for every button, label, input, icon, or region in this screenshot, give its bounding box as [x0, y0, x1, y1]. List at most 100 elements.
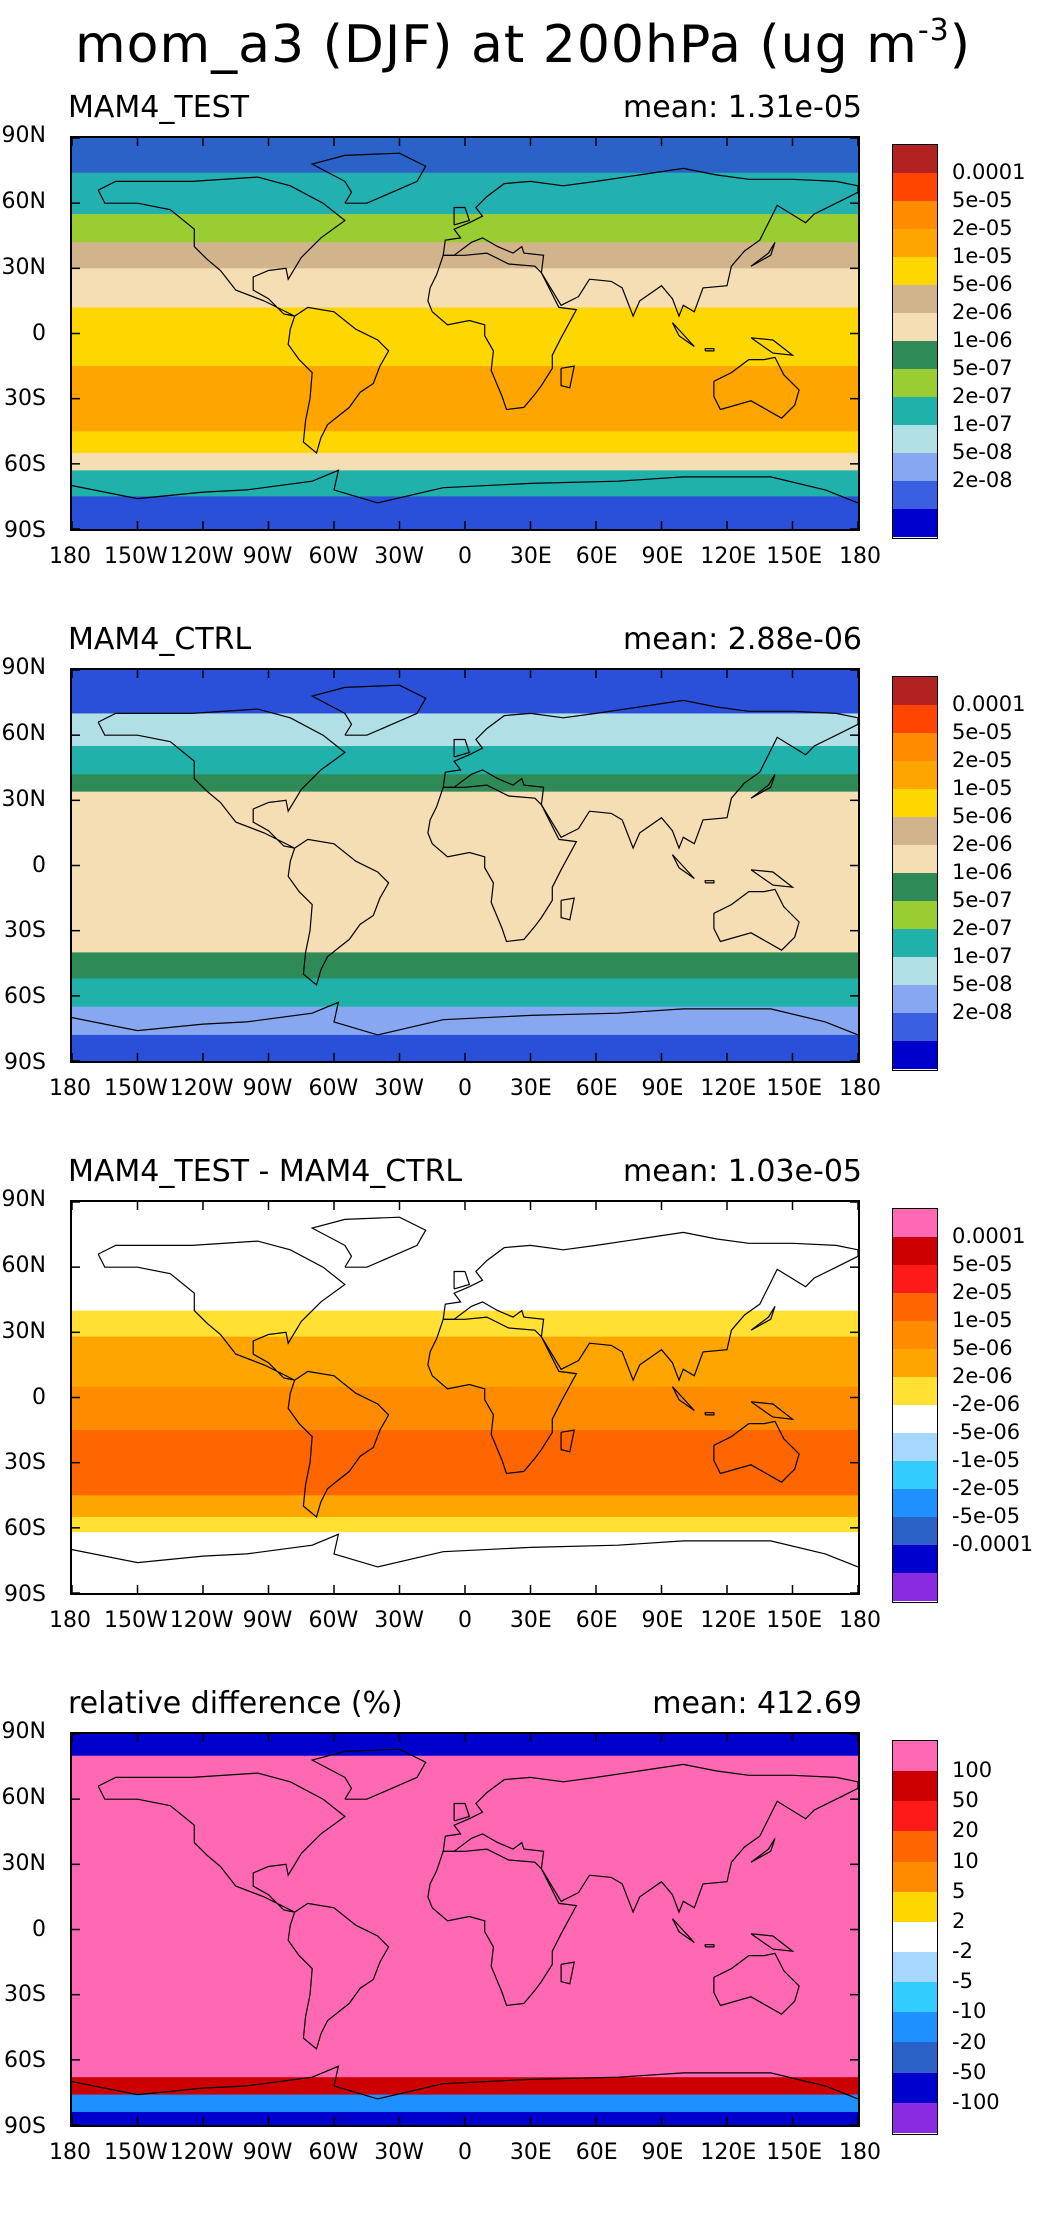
- lat-label: 90S: [4, 1050, 46, 1075]
- lat-label: 30N: [1, 1318, 46, 1344]
- lat-label: 90N: [1, 123, 46, 148]
- contour-band: [72, 774, 858, 793]
- coastline: [560, 897, 575, 921]
- lat-label: 90N: [1, 1719, 46, 1744]
- colorbar-label: 1e-05: [952, 1308, 1013, 1332]
- colorbar-label: 2e-05: [952, 748, 1013, 772]
- contour-band: [72, 452, 858, 471]
- colorbar-label: 0.0001: [952, 1224, 1026, 1248]
- colorbar-swatch: [893, 145, 937, 173]
- lat-label: 0: [32, 852, 46, 878]
- colorbar-label: 2e-06: [952, 1364, 1013, 1388]
- coastline: [704, 348, 715, 352]
- lon-label: 150E: [766, 1076, 823, 1101]
- colorbar-swatch: [893, 1921, 937, 1952]
- coastline: [427, 1316, 578, 1475]
- lon-label: 60W: [308, 544, 359, 569]
- colorbar-label: -5: [952, 1969, 973, 1994]
- coastline: [750, 241, 776, 267]
- lon-label: 150W: [103, 1608, 168, 1633]
- colorbar-label: 20: [952, 1818, 979, 1843]
- colorbar-swatch: [893, 201, 937, 229]
- colorbar-label: 1e-06: [952, 860, 1013, 884]
- map-plot: [70, 136, 860, 531]
- lon-label: 180: [839, 2140, 881, 2165]
- colorbar-swatch: [893, 1209, 937, 1237]
- lon-label: 120W: [169, 1608, 234, 1633]
- lon-label: 120E: [700, 544, 757, 569]
- contour-band: [72, 713, 858, 747]
- colorbar-label: 2e-06: [952, 300, 1013, 324]
- coastline: [72, 1533, 858, 1568]
- colorbar-label: -5e-05: [952, 1504, 1021, 1528]
- colorbar-label: 0.0001: [952, 692, 1026, 716]
- map-panel-difference: MAM4_TEST - MAM4_CTRL mean: 1.03e-05 90N…: [0, 1152, 1046, 1682]
- lon-label: 180: [49, 2140, 91, 2165]
- lat-label: 90S: [4, 2114, 46, 2139]
- coastline: [713, 356, 800, 419]
- colorbar-swatch: [893, 1461, 937, 1489]
- coastline: [704, 880, 715, 884]
- coastline: [310, 1748, 427, 1800]
- colorbar-label: 2e-07: [952, 916, 1013, 940]
- coastline: [442, 167, 858, 318]
- lon-label: 30E: [509, 1076, 552, 1101]
- colorbar-label: 1e-05: [952, 776, 1013, 800]
- colorbar-swatch: [893, 1377, 937, 1405]
- colorbar-swatch: [893, 1573, 937, 1601]
- lon-label: 90E: [641, 1608, 684, 1633]
- coastline: [72, 2065, 858, 2100]
- coastline: [750, 1305, 776, 1331]
- contour-band: [72, 268, 858, 308]
- contour-band: [72, 1770, 858, 2078]
- lat-label: 0: [32, 1916, 46, 1942]
- panel-title: MAM4_TEST: [68, 90, 250, 125]
- colorbar-label: -20: [952, 2029, 987, 2054]
- coastline: [671, 1386, 695, 1411]
- colorbar-swatch: [893, 1861, 937, 1892]
- coastline: [704, 1412, 715, 1416]
- contour-band: [72, 746, 858, 775]
- coastline: [287, 1902, 390, 2051]
- contour-band: [72, 307, 858, 367]
- lat-label: 60S: [4, 2048, 46, 2074]
- lon-label: 30W: [374, 2140, 425, 2165]
- lon-label: 30W: [374, 544, 425, 569]
- colorbar-label: -2e-06: [952, 1392, 1021, 1416]
- lon-label: 90W: [242, 544, 293, 569]
- lon-label: 60W: [308, 1076, 359, 1101]
- contour-band: [72, 214, 858, 243]
- contour-band: [72, 978, 858, 1008]
- colorbar-swatch: [893, 369, 937, 397]
- page-title: mom_a3 (DJF) at 200hPa (ug m-3): [0, 0, 1046, 76]
- coastline: [72, 469, 858, 504]
- colorbar-label: 5: [952, 1878, 966, 1903]
- title-superscript: -3: [917, 13, 950, 48]
- colorbar-label: 5e-07: [952, 356, 1013, 380]
- coastline: [310, 1216, 427, 1268]
- map-canvas: [72, 138, 858, 529]
- colorbar-swatch: [893, 705, 937, 733]
- contour-band: [72, 2077, 858, 2096]
- colorbar-label: 5e-06: [952, 272, 1013, 296]
- colorbar-swatch: [893, 425, 937, 453]
- colorbar-swatch: [893, 453, 937, 481]
- lon-label: 90W: [242, 1076, 293, 1101]
- coastline: [427, 252, 578, 411]
- lon-label: 120W: [169, 1076, 234, 1101]
- colorbar-label: -0.0001: [952, 1532, 1034, 1556]
- coastline: [671, 322, 695, 347]
- colorbar-label: 5e-05: [952, 720, 1013, 744]
- coastline: [310, 684, 427, 736]
- coastline: [713, 888, 800, 951]
- coastline: [453, 1802, 471, 1822]
- lon-label: 60E: [575, 1608, 618, 1633]
- map-canvas: [72, 670, 858, 1061]
- lon-label: 90W: [242, 1608, 293, 1633]
- lat-label: 0: [32, 1384, 46, 1410]
- contour-band: [72, 1532, 858, 1593]
- contour-band: [72, 1430, 858, 1496]
- lon-label: 150W: [103, 2140, 168, 2165]
- colorbar-swatch: [893, 2072, 937, 2103]
- lat-label: 60N: [1, 720, 46, 746]
